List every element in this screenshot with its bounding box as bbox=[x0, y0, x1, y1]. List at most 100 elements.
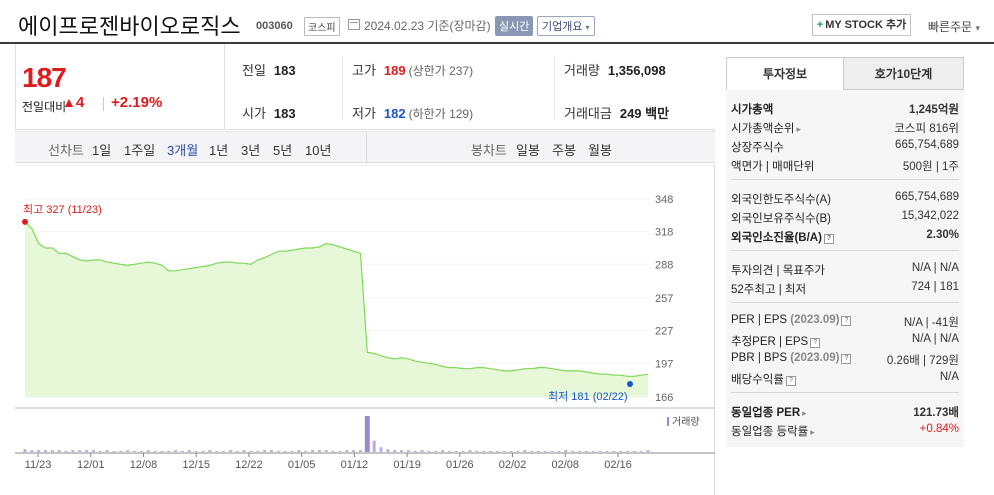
volume-bar bbox=[475, 451, 479, 452]
tab-period-3y[interactable]: 3년 bbox=[241, 143, 261, 158]
stat-label: 전일 bbox=[242, 63, 266, 78]
info-key: 배당수익률? bbox=[731, 371, 796, 387]
tab-candle-daily[interactable]: 일봉 bbox=[516, 143, 540, 158]
price-chart[interactable]: 348 318 288 257 227 197 166 최고 327 (11/23) 최저 18… bbox=[15, 165, 715, 495]
help-icon[interactable]: ? bbox=[823, 234, 834, 244]
volume-bar bbox=[400, 450, 404, 452]
investment-info-panel: 투자정보 호가10단계 시가총액 1,245억원 시가총액순위 ▸ 코스피 816위 상장… bbox=[726, 57, 964, 447]
volume-bar bbox=[584, 451, 588, 452]
volume-bar bbox=[105, 450, 109, 452]
info-key: 추정PER | EPS? bbox=[731, 333, 821, 349]
line-chart-label: 선차트 bbox=[48, 143, 84, 158]
chevron-right-icon: ▸ bbox=[810, 427, 815, 437]
stat-value: 249 백만 bbox=[619, 106, 670, 121]
x-tick-label: 01/05 bbox=[288, 459, 316, 471]
volume-bar bbox=[153, 451, 157, 452]
volume-bar bbox=[98, 451, 102, 452]
help-icon[interactable]: ? bbox=[785, 376, 796, 386]
volume-bar bbox=[509, 451, 513, 452]
realtime-button[interactable]: 실시간 bbox=[495, 16, 534, 36]
help-icon[interactable]: ? bbox=[841, 316, 852, 326]
info-value: 0.26배 | 729원 bbox=[886, 355, 959, 367]
tab-period-10y[interactable]: 10년 bbox=[305, 143, 332, 158]
x-tick-label: 01/19 bbox=[393, 459, 421, 471]
info-value: 724 | 181 bbox=[911, 281, 959, 293]
volume-bar bbox=[167, 451, 171, 452]
volume-bar bbox=[495, 451, 499, 452]
vs-prev-label: 전일대비 bbox=[22, 100, 67, 114]
volume-bar bbox=[625, 451, 629, 452]
volume-bar bbox=[646, 450, 650, 452]
volume-bar bbox=[139, 451, 143, 452]
info-row: 외국인보유주식수(B) 15,342,022 bbox=[731, 210, 959, 228]
stock-code: 003060 bbox=[256, 20, 293, 32]
volume-bar bbox=[23, 449, 27, 452]
stat-label: 고가 bbox=[352, 63, 376, 78]
info-row: 배당수익률? N/A bbox=[731, 371, 959, 389]
tab-period-5y[interactable]: 5년 bbox=[273, 143, 293, 158]
volume-bar bbox=[434, 451, 438, 452]
chevron-down-icon: ▾ bbox=[585, 23, 590, 32]
volume-bar bbox=[406, 450, 410, 452]
volume-bar bbox=[208, 450, 212, 452]
info-key: PBR | BPS (2023.09)? bbox=[731, 352, 852, 364]
tab-period-3m[interactable]: 3개월 bbox=[167, 143, 199, 158]
divider bbox=[731, 179, 959, 180]
help-icon[interactable]: ? bbox=[841, 354, 852, 364]
volume-bar bbox=[146, 450, 150, 452]
calendar-icon bbox=[348, 19, 360, 30]
tab-period-1w[interactable]: 1주일 bbox=[124, 143, 156, 158]
volume-bar bbox=[413, 451, 417, 452]
my-stock-add-button[interactable]: + MY STOCK 추가 bbox=[812, 14, 911, 36]
x-tick-label: 01/26 bbox=[446, 459, 474, 471]
x-tick-label: 12/22 bbox=[235, 459, 263, 471]
info-value: N/A bbox=[939, 371, 959, 383]
volume-bar bbox=[386, 449, 390, 452]
info-value: 2.30% bbox=[926, 229, 959, 241]
y-tick-label: 318 bbox=[655, 227, 673, 239]
quick-order-button[interactable]: 빠른주문 ▾ bbox=[928, 18, 980, 35]
volume-bar bbox=[523, 450, 527, 452]
company-overview-dropdown[interactable]: 기업개요 ▾ bbox=[537, 16, 595, 36]
volume-bar bbox=[228, 450, 232, 452]
tab-investment-info[interactable]: 투자정보 bbox=[726, 57, 844, 90]
volume-bar bbox=[50, 450, 54, 452]
volume-bar bbox=[516, 451, 520, 452]
volume-bar bbox=[454, 451, 458, 452]
y-tick-label: 257 bbox=[655, 293, 673, 305]
stat-volume: 거래량 1,356,098 bbox=[564, 60, 666, 79]
info-row: 투자의견 | 목표주가 N/A | N/A bbox=[731, 262, 959, 280]
info-value: N/A | N/A bbox=[911, 262, 959, 274]
help-icon[interactable]: ? bbox=[810, 338, 821, 348]
info-key: 52주최고 | 최저 bbox=[731, 284, 807, 296]
volume-bar bbox=[605, 451, 609, 452]
tab-period-1y[interactable]: 1년 bbox=[209, 143, 229, 158]
stat-prev-close: 전일 183 bbox=[242, 60, 296, 79]
volume-legend-swatch bbox=[667, 417, 669, 426]
info-row: 상장주식수 665,754,689 bbox=[731, 139, 959, 157]
info-key: 투자의견 | 목표주가 bbox=[731, 265, 826, 277]
base-date: 2024.02.23 기준(장마감) bbox=[364, 19, 491, 33]
tab-orderbook[interactable]: 호가10단계 bbox=[844, 57, 964, 90]
divider bbox=[731, 250, 959, 251]
current-price: 187 bbox=[22, 62, 67, 93]
volume-bar bbox=[550, 451, 554, 452]
volume-bar bbox=[536, 451, 540, 452]
x-tick-label: 12/15 bbox=[182, 459, 210, 471]
info-row: 추정PER | EPS? N/A | N/A bbox=[731, 333, 959, 351]
volume-legend-label: 거래량 bbox=[672, 416, 700, 428]
y-tick-label: 227 bbox=[655, 326, 673, 338]
volume-bar bbox=[530, 451, 534, 452]
stat-value: 183 bbox=[273, 106, 296, 121]
tab-candle-monthly[interactable]: 월봉 bbox=[588, 143, 612, 158]
y-tick-label: 348 bbox=[655, 194, 673, 206]
tab-candle-weekly[interactable]: 주봉 bbox=[552, 143, 576, 158]
info-key: 상장주식수 bbox=[731, 142, 784, 154]
volume-bar bbox=[71, 450, 75, 452]
divider bbox=[731, 392, 959, 393]
volume-bar bbox=[364, 416, 370, 452]
volume-bar bbox=[263, 450, 267, 452]
stat-value: 182 bbox=[383, 106, 406, 121]
info-value: 121.73배 bbox=[913, 407, 959, 419]
tab-period-1d[interactable]: 1일 bbox=[92, 143, 112, 158]
